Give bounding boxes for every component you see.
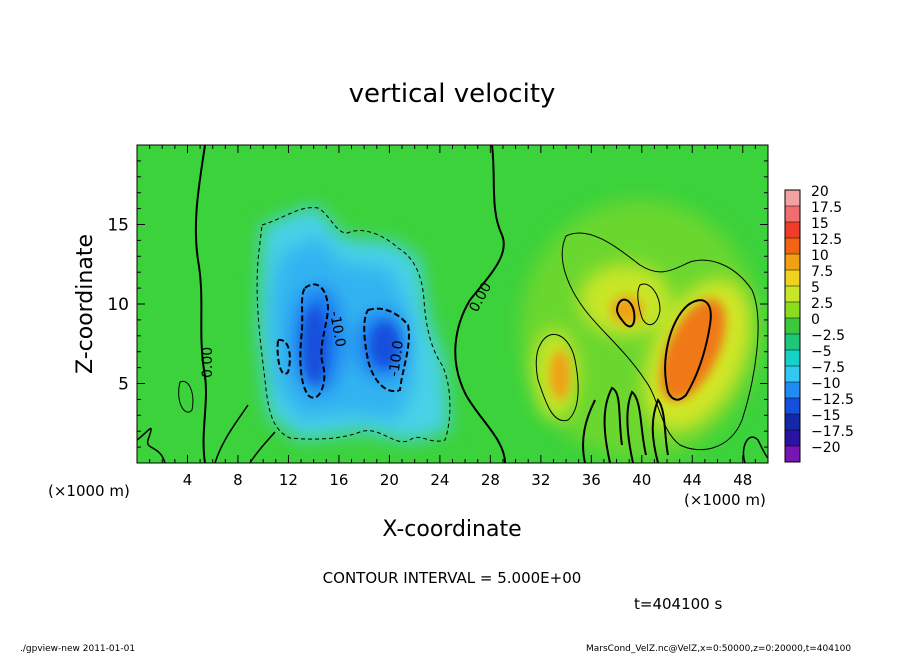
colorbar-label: −7.5 [811, 360, 845, 376]
contour-neg10-c [276, 338, 291, 375]
x-tick-label: 12 [279, 471, 298, 489]
contour-bottom-mid [214, 404, 276, 463]
contour-wave-3 [626, 390, 647, 463]
colorbar-swatch [785, 190, 800, 206]
y-tick-label: 10 [107, 295, 129, 315]
colorbar-label: 17.5 [811, 200, 842, 216]
contour-label-zero-left: 0.00 [200, 347, 216, 378]
colorbar-swatch [785, 270, 800, 286]
x-tick-label: 40 [632, 471, 651, 489]
colorbar-swatch [785, 334, 800, 350]
colorbar-swatch [785, 286, 800, 302]
colorbar-label: 2.5 [811, 296, 833, 312]
contour-lines [137, 145, 768, 463]
contour-wave-4 [651, 398, 669, 463]
colorbar-label: 20 [811, 184, 829, 200]
colorbar-swatch [785, 382, 800, 398]
colorbar-label: 7.5 [811, 264, 833, 280]
colorbar-label: −10 [811, 376, 841, 392]
colorbar-label: −5 [811, 344, 832, 360]
colorbar-swatch [785, 398, 800, 414]
contour-pos25-outer [561, 232, 759, 451]
time-label: t=404100 s [634, 595, 722, 613]
x-tick-label: 20 [380, 471, 399, 489]
contour-label-neg10-a: -10.0 [326, 310, 348, 348]
colorbar-swatch [785, 350, 800, 366]
contour-pos25-40 [637, 283, 661, 326]
x-tick-label: 28 [481, 471, 500, 489]
contour-bottom-right [742, 436, 768, 463]
colorbar-label: −17.5 [811, 424, 854, 440]
x-axis-label: X-coordinate [382, 517, 521, 542]
x-axis: 4 8 12 16 20 24 28 32 36 40 44 48 [149, 145, 756, 489]
footer-right: MarsCond_VelZ.nc@VelZ,x=0:50000,z=0:2000… [586, 644, 851, 654]
colorbar-label: −15 [811, 408, 841, 424]
x-tick-label: 48 [733, 471, 752, 489]
contour-pos25-33 [535, 333, 579, 422]
contour-blob-1 [178, 380, 194, 413]
y-axis-label: Z-coordinate [73, 234, 98, 374]
chart-title: vertical velocity [349, 79, 556, 109]
contour-bottom-left [137, 427, 166, 463]
colorbar-swatch [785, 238, 800, 254]
x-tick-label: 8 [233, 471, 243, 489]
contour-wave-2 [603, 386, 623, 463]
x-tick-label: 16 [329, 471, 348, 489]
colorbar-swatch [785, 206, 800, 222]
y-axis: 5 10 15 [107, 160, 768, 448]
x-tick-label: 36 [582, 471, 601, 489]
colorbar-label: 12.5 [811, 232, 842, 248]
colorbar-swatch [785, 318, 800, 334]
field-deepblue-1 [303, 307, 327, 383]
contour-pos5-44 [664, 299, 712, 401]
colorbar-label: 5 [811, 280, 820, 296]
contour-zero-right [454, 145, 506, 463]
x-tick-label: 24 [430, 471, 449, 489]
y-tick-label: 5 [118, 375, 129, 395]
field-orange-33 [550, 350, 570, 400]
x-tick-label: 4 [183, 471, 193, 489]
colorbar-label: 0 [811, 312, 820, 328]
contour-neg10-a [299, 283, 330, 399]
colorbar-label: 15 [811, 216, 829, 232]
colorbar-swatch [785, 222, 800, 238]
contour-label-neg10-b: -10.0 [386, 339, 407, 377]
y-tick-label: 15 [107, 216, 129, 236]
contour-zero-left [194, 145, 207, 463]
contour-neg5 [256, 207, 451, 443]
colorbar-label: −12.5 [811, 392, 854, 408]
colorbar-label: −2.5 [811, 328, 845, 344]
x-tick-label: 32 [531, 471, 550, 489]
plot-area: 0.00 -10.0 -10.0 0.00 [137, 145, 768, 463]
colorbar-swatch [785, 302, 800, 318]
contour-pos5-40 [616, 298, 636, 328]
x-tick-label: 44 [683, 471, 702, 489]
contour-interval-label: CONTOUR INTERVAL = 5.000E+00 [323, 569, 582, 587]
colorbar-swatch [785, 446, 800, 462]
colorbar: 2017.51512.5107.552.50−2.5−5−7.5−10−12.5… [784, 184, 854, 463]
colorbar-swatch [785, 254, 800, 270]
colorbar-label: −20 [811, 440, 841, 456]
colorbar-swatch [785, 414, 800, 430]
contour-neg10-b [363, 307, 410, 393]
colorbar-swatch [785, 366, 800, 382]
footer-left: ./gpview-new 2011-01-01 [20, 644, 135, 654]
x-unit-left: (×1000 m) [48, 482, 130, 500]
contour-wave-1 [582, 399, 596, 463]
field-deepblue-2 [371, 323, 399, 367]
x-unit-right: (×1000 m) [684, 491, 766, 509]
colorbar-label: 10 [811, 248, 829, 264]
colorbar-swatch [785, 430, 800, 446]
